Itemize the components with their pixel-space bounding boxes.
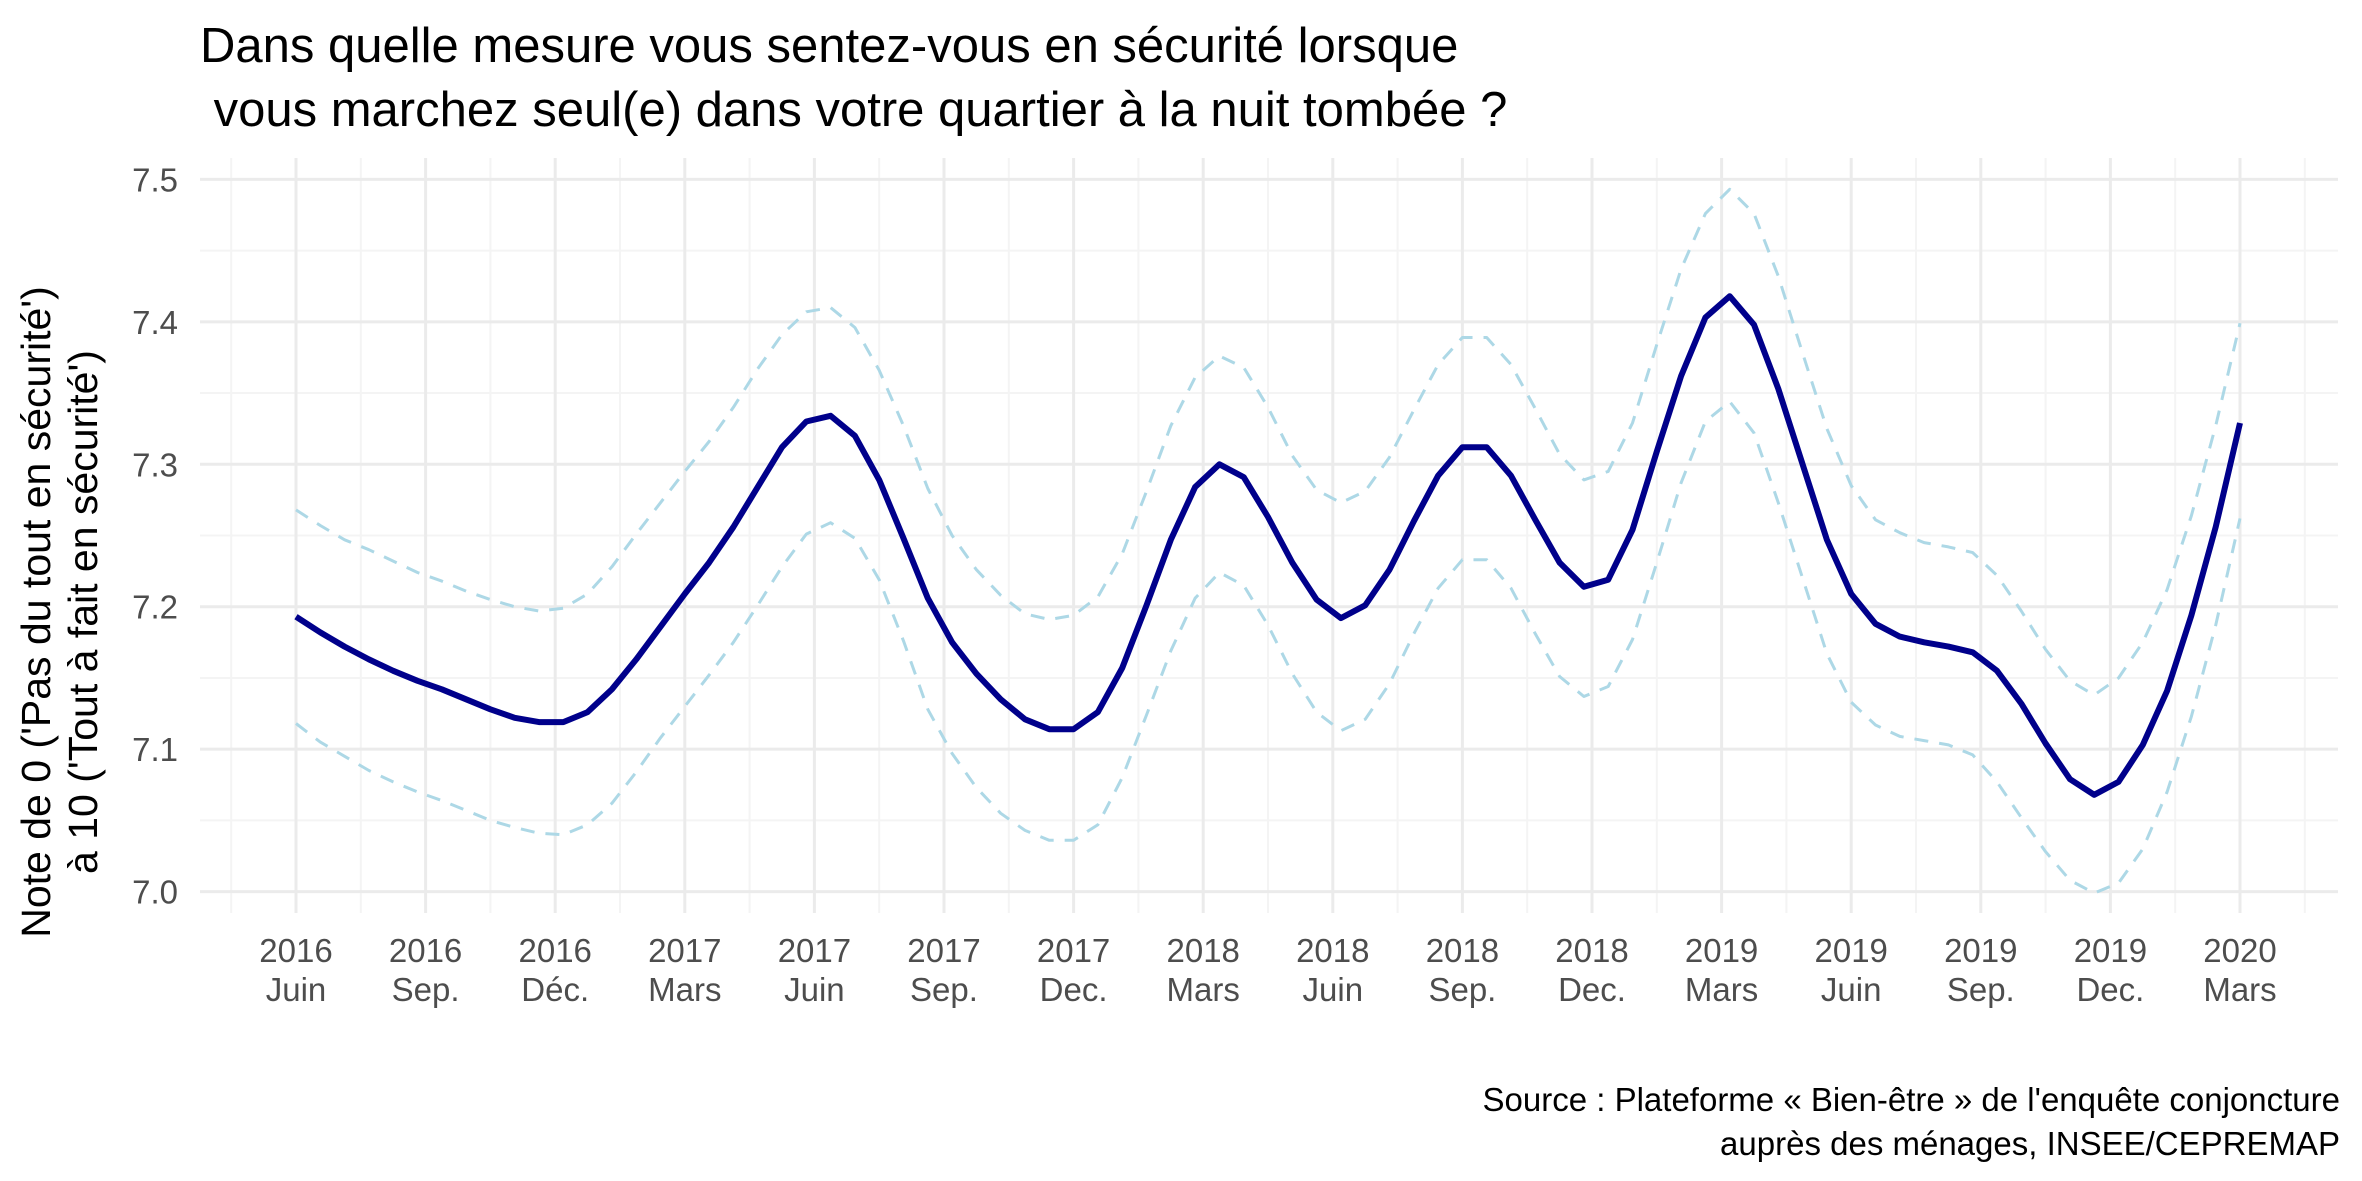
y-tick-labels: 7.0 7.1 7.2 7.3 7.4 7.5 <box>132 161 178 910</box>
y-tick-label: 7.2 <box>132 589 178 626</box>
y-tick-label: 7.4 <box>132 304 178 341</box>
x-tick-label: 2019 Dec. <box>2074 932 2147 1008</box>
series-line-confidence-bound <box>295 400 2242 895</box>
major-gridlines <box>200 158 2338 913</box>
x-tick-label: 2017 Sep. <box>907 932 980 1008</box>
x-tick-label: 2019 Mars <box>1685 932 1758 1008</box>
x-tick-label: 2016 Sep. <box>389 932 462 1008</box>
x-tick-label: 2017 Juin <box>778 932 851 1008</box>
minor-gridlines <box>200 158 2338 913</box>
y-tick-label: 7.5 <box>132 161 178 198</box>
x-tick-label: 2019 Sep. <box>1944 932 2017 1008</box>
y-tick-label: 7.0 <box>132 874 178 911</box>
x-tick-label: 2018 Juin <box>1296 932 1369 1008</box>
y-tick-label: 7.3 <box>132 446 178 483</box>
chart-title: Dans quelle mesure vous sentez-vous en s… <box>200 19 1508 137</box>
series-lines <box>294 187 2243 895</box>
x-tick-labels: 2016 Juin 2016 Sep. 2016 Déc. 2017 Mars 2017 Juin… <box>259 932 2276 1008</box>
x-tick-label: 2016 Juin <box>259 932 332 1008</box>
x-tick-label: 2019 Juin <box>1814 932 1887 1008</box>
series-line-estimate <box>294 293 2243 798</box>
x-tick-label: 2018 Mars <box>1166 932 1239 1008</box>
x-tick-label: 2018 Sep. <box>1426 932 1499 1008</box>
x-tick-label: 2017 Mars <box>648 932 721 1008</box>
x-tick-label: 2020 Mars <box>2203 932 2276 1008</box>
y-tick-label: 7.1 <box>132 731 178 768</box>
x-tick-label: 2016 Déc. <box>518 932 591 1008</box>
x-tick-label: 2017 Dec. <box>1037 932 1110 1008</box>
x-tick-label: 2018 Dec. <box>1555 932 1628 1008</box>
source-caption: Source : Plateforme « Bien-être » de l'e… <box>1482 1081 2340 1162</box>
